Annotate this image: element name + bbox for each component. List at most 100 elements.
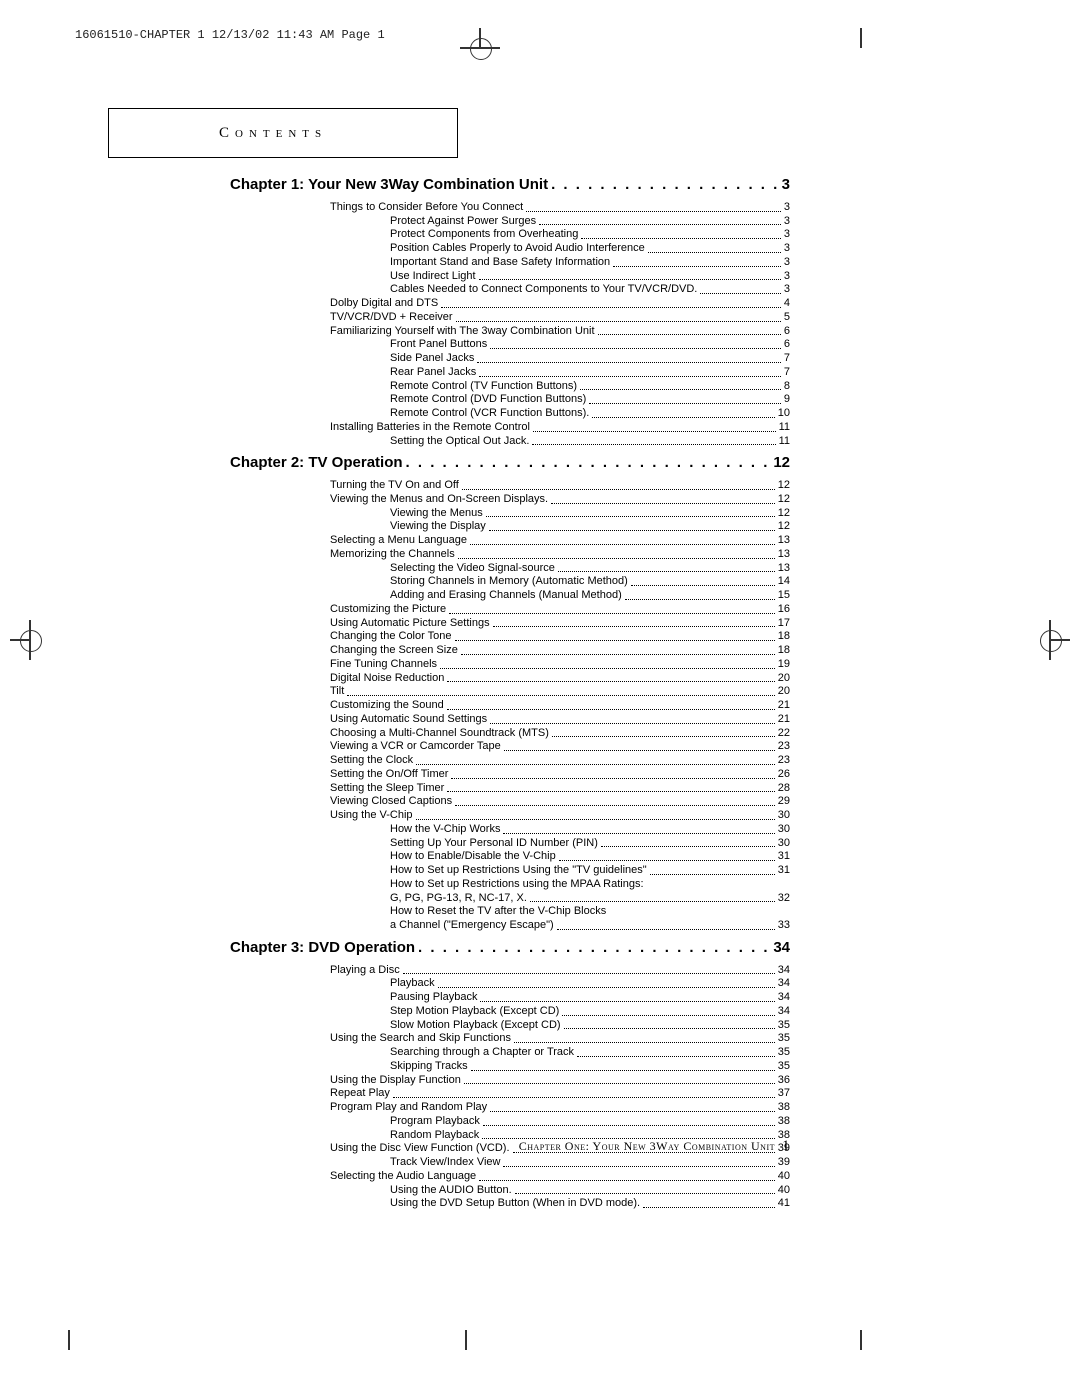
toc-entry-text: Fine Tuning Channels: [330, 658, 437, 672]
toc-entry-text: Selecting a Menu Language: [330, 534, 467, 548]
toc-entry: Dolby Digital and DTS4: [330, 297, 790, 311]
toc-entry-text: Adding and Erasing Channels (Manual Meth…: [390, 589, 622, 603]
toc-entry-text: Viewing the Display: [390, 520, 486, 534]
toc-entry-page: 34: [778, 964, 790, 978]
leader-dots: [486, 507, 775, 518]
toc-entry-page: 20: [778, 685, 790, 699]
toc-entry-text: Viewing the Menus and On-Screen Displays…: [330, 493, 548, 507]
toc-entry-text: Protect Components from Overheating: [390, 228, 578, 242]
toc-entry-text: Using the AUDIO Button.: [390, 1184, 512, 1198]
toc-entry-page: 21: [778, 713, 790, 727]
toc-entry: Viewing the Menus and On-Screen Displays…: [330, 493, 790, 507]
leader-dots: [601, 837, 775, 848]
leader-dots: [514, 1032, 775, 1043]
toc-entry-page: 11: [779, 421, 790, 435]
toc-entry: G, PG, PG-13, R, NC-17, X.32: [390, 892, 790, 906]
toc-entry: How to Set up Restrictions Using the "TV…: [390, 864, 790, 878]
toc-entry: Setting the Clock23: [330, 754, 790, 768]
toc-entry: Tilt20: [330, 685, 790, 699]
toc-entry: Setting the Optical Out Jack.11: [390, 435, 790, 449]
leader-dots: [650, 864, 775, 875]
toc-entry-page: 37: [778, 1087, 790, 1101]
toc-entry-text: Playing a Disc: [330, 964, 400, 978]
leader-dots: [551, 493, 775, 504]
toc-entry-text: Customizing the Picture: [330, 603, 446, 617]
toc-entry: Customizing the Picture16: [330, 603, 790, 617]
toc-entry-page: 12: [778, 520, 790, 534]
chapter-page: 3: [782, 176, 790, 198]
leader-dots: [589, 393, 781, 404]
toc-entry-page: 34: [778, 991, 790, 1005]
toc-entry-page: 3: [784, 215, 790, 229]
toc-entry: Choosing a Multi-Channel Soundtrack (MTS…: [330, 727, 790, 741]
toc-entry: Side Panel Jacks7: [390, 352, 790, 366]
leader-dots: [539, 215, 781, 226]
toc-entry-page: 17: [778, 617, 790, 631]
toc-entry: Setting the On/Off Timer26: [330, 768, 790, 782]
leader-dots: . . . . . . . . . . . . . . . . . . . . …: [418, 939, 770, 958]
toc-entry: How to Set up Restrictions using the MPA…: [390, 878, 790, 892]
toc-entry-page: 7: [784, 352, 790, 366]
toc-entry-text: Viewing Closed Captions: [330, 795, 452, 809]
toc-entry-text: Viewing a VCR or Camcorder Tape: [330, 740, 501, 754]
leader-dots: [416, 809, 775, 820]
leader-dots: . . . . . . . . . . . . . . . . . . . . …: [551, 176, 779, 195]
leader-dots: [458, 548, 775, 559]
chapter-title: Chapter 3: DVD Operation . . . . . . . .…: [230, 939, 790, 961]
toc-entry: Using Automatic Sound Settings21: [330, 713, 790, 727]
leader-dots: [490, 338, 781, 349]
leader-dots: [479, 366, 781, 377]
toc-entry-text: Skipping Tracks: [390, 1060, 468, 1074]
leader-dots: [503, 823, 774, 834]
crop-tick: [860, 1330, 862, 1350]
toc-entry-text: Using the Display Function: [330, 1074, 461, 1088]
chapter-title: Chapter 2: TV Operation . . . . . . . . …: [230, 454, 790, 476]
footer-page-number: 1: [782, 1138, 790, 1154]
leader-dots: [559, 850, 775, 861]
toc-entry: Remote Control (TV Function Buttons)8: [390, 380, 790, 394]
leader-dots: [613, 256, 781, 267]
toc-entry-page: 10: [778, 407, 790, 421]
toc-entry-text: How to Set up Restrictions using the MPA…: [390, 878, 644, 892]
leader-dots: [451, 768, 774, 779]
leader-dots: [470, 534, 775, 545]
leader-dots: [441, 297, 781, 308]
toc-entry: Digital Noise Reduction20: [330, 672, 790, 686]
document-page: 16061510-CHAPTER 1 12/13/02 11:43 AM Pag…: [0, 0, 1080, 1397]
toc-entry-page: 6: [784, 338, 790, 352]
toc-entry: Memorizing the Channels13: [330, 548, 790, 562]
toc-entry: a Channel ("Emergency Escape")33: [390, 919, 790, 933]
toc-entry-text: Changing the Color Tone: [330, 630, 452, 644]
leader-dots: [526, 201, 781, 212]
leader-dots: [625, 589, 775, 600]
leader-dots: [438, 977, 775, 988]
toc-entry-page: 13: [778, 534, 790, 548]
toc-entry-page: 30: [778, 809, 790, 823]
toc-entry-text: Rear Panel Jacks: [390, 366, 476, 380]
toc-entry-page: 13: [778, 562, 790, 576]
leader-dots: [416, 754, 775, 765]
toc-entry-text: Searching through a Chapter or Track: [390, 1046, 574, 1060]
toc-entry: Program Playback38: [390, 1115, 790, 1129]
chapter-title-text: Chapter 2: TV Operation: [230, 454, 403, 476]
leader-dots: [471, 1060, 775, 1071]
toc-entry: Adding and Erasing Channels (Manual Meth…: [390, 589, 790, 603]
contents-heading-box: Contents: [108, 108, 458, 158]
toc-entry: Remote Control (DVD Function Buttons)9: [390, 393, 790, 407]
leader-dots: [490, 713, 775, 724]
toc-entry-page: 41: [778, 1197, 790, 1211]
toc-entry-page: 33: [778, 919, 790, 933]
toc-entry: Selecting a Menu Language 13: [330, 534, 790, 548]
leader-dots: [557, 919, 775, 930]
toc-entry: Installing Batteries in the Remote Contr…: [330, 421, 790, 435]
toc-entry-page: 22: [778, 727, 790, 741]
leader-dots: [592, 407, 774, 418]
toc-entry: Using Automatic Picture Settings17: [330, 617, 790, 631]
toc-entry-page: 19: [778, 658, 790, 672]
leader-dots: [552, 727, 775, 738]
crop-tick: [860, 28, 862, 48]
toc-entry-text: Repeat Play: [330, 1087, 390, 1101]
leader-dots: [564, 1019, 775, 1030]
leader-dots: [581, 228, 781, 239]
leader-dots: [455, 630, 775, 641]
